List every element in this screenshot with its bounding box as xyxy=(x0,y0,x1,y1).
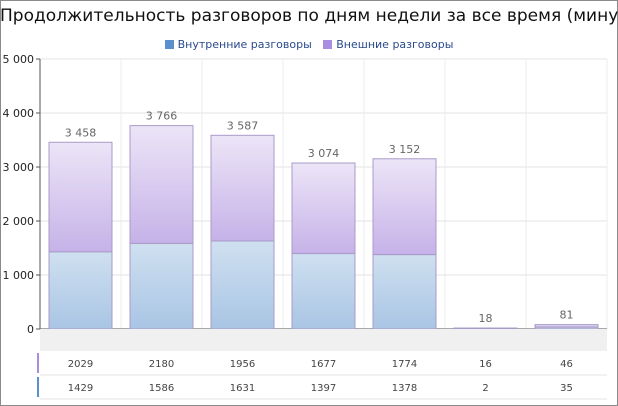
chart-legend: Внутренние разговоры Внешние разговоры xyxy=(0,38,618,51)
table-cell: 2029 xyxy=(68,359,93,370)
bar-total-label: 3 152 xyxy=(389,143,421,156)
bar-total-label: 81 xyxy=(560,309,574,322)
bar-internal[interactable] xyxy=(48,251,113,330)
bar-total-label: 3 458 xyxy=(65,126,97,139)
legend-item-internal[interactable]: Внутренние разговоры xyxy=(164,38,312,51)
legend-swatch-external xyxy=(323,40,333,49)
ytick-label: 4 000 xyxy=(3,107,35,120)
table-cell: 2 xyxy=(482,383,488,394)
bar-external[interactable] xyxy=(48,141,113,253)
ytick-label: 5 000 xyxy=(3,53,35,66)
table-cell: 1429 xyxy=(68,383,93,394)
bar-total-label: 18 xyxy=(479,312,493,325)
table-cell: 1378 xyxy=(392,383,417,394)
table-cell: 1956 xyxy=(230,359,255,370)
bar-internal[interactable] xyxy=(129,242,194,330)
bar-total-label: 3 074 xyxy=(308,147,340,160)
legend-label-external: Внешние разговоры xyxy=(336,38,454,51)
table-cell: 35 xyxy=(560,383,573,394)
ytick-label: 3 000 xyxy=(3,161,35,174)
data-table: 2029 2180 1956 1677 1774 16 46 1429 1586 1631 1397… xyxy=(37,329,607,400)
table-cell: 2180 xyxy=(149,359,174,370)
table-cell: 1397 xyxy=(311,383,336,394)
table-cell: 1774 xyxy=(392,359,417,370)
bar-external[interactable] xyxy=(534,324,599,328)
chart-title: Продолжительность разговоров по дням нед… xyxy=(0,6,618,26)
ytick-label: 0 xyxy=(27,323,34,336)
bar-internal[interactable] xyxy=(291,253,356,330)
table-cell: 1586 xyxy=(149,383,174,394)
bar-external[interactable] xyxy=(372,158,437,256)
table-cell: 16 xyxy=(479,359,492,370)
bar-external[interactable] xyxy=(291,162,356,255)
bar-total-label: 3 766 xyxy=(146,110,178,123)
legend-item-external[interactable]: Внешние разговоры xyxy=(323,38,453,51)
table-row-marker xyxy=(37,353,39,373)
bar-total-label: 3 587 xyxy=(227,119,259,132)
legend-swatch-internal xyxy=(164,40,174,49)
ytick-label: 2 000 xyxy=(3,215,35,228)
legend-label-internal: Внутренние разговоры xyxy=(177,38,312,51)
bar-external[interactable] xyxy=(453,327,518,330)
table-cell: 1677 xyxy=(311,359,336,370)
bar-external[interactable] xyxy=(129,125,194,244)
bar-external[interactable] xyxy=(210,134,275,242)
bar-layer xyxy=(48,125,599,330)
table-cell: 1631 xyxy=(230,383,255,394)
category-band xyxy=(40,329,607,351)
table-row-marker xyxy=(37,377,39,397)
ytick-label: 1 000 xyxy=(3,269,35,282)
table-cell: 46 xyxy=(560,359,573,370)
bar-internal[interactable] xyxy=(210,240,275,330)
bar-internal[interactable] xyxy=(372,254,437,330)
